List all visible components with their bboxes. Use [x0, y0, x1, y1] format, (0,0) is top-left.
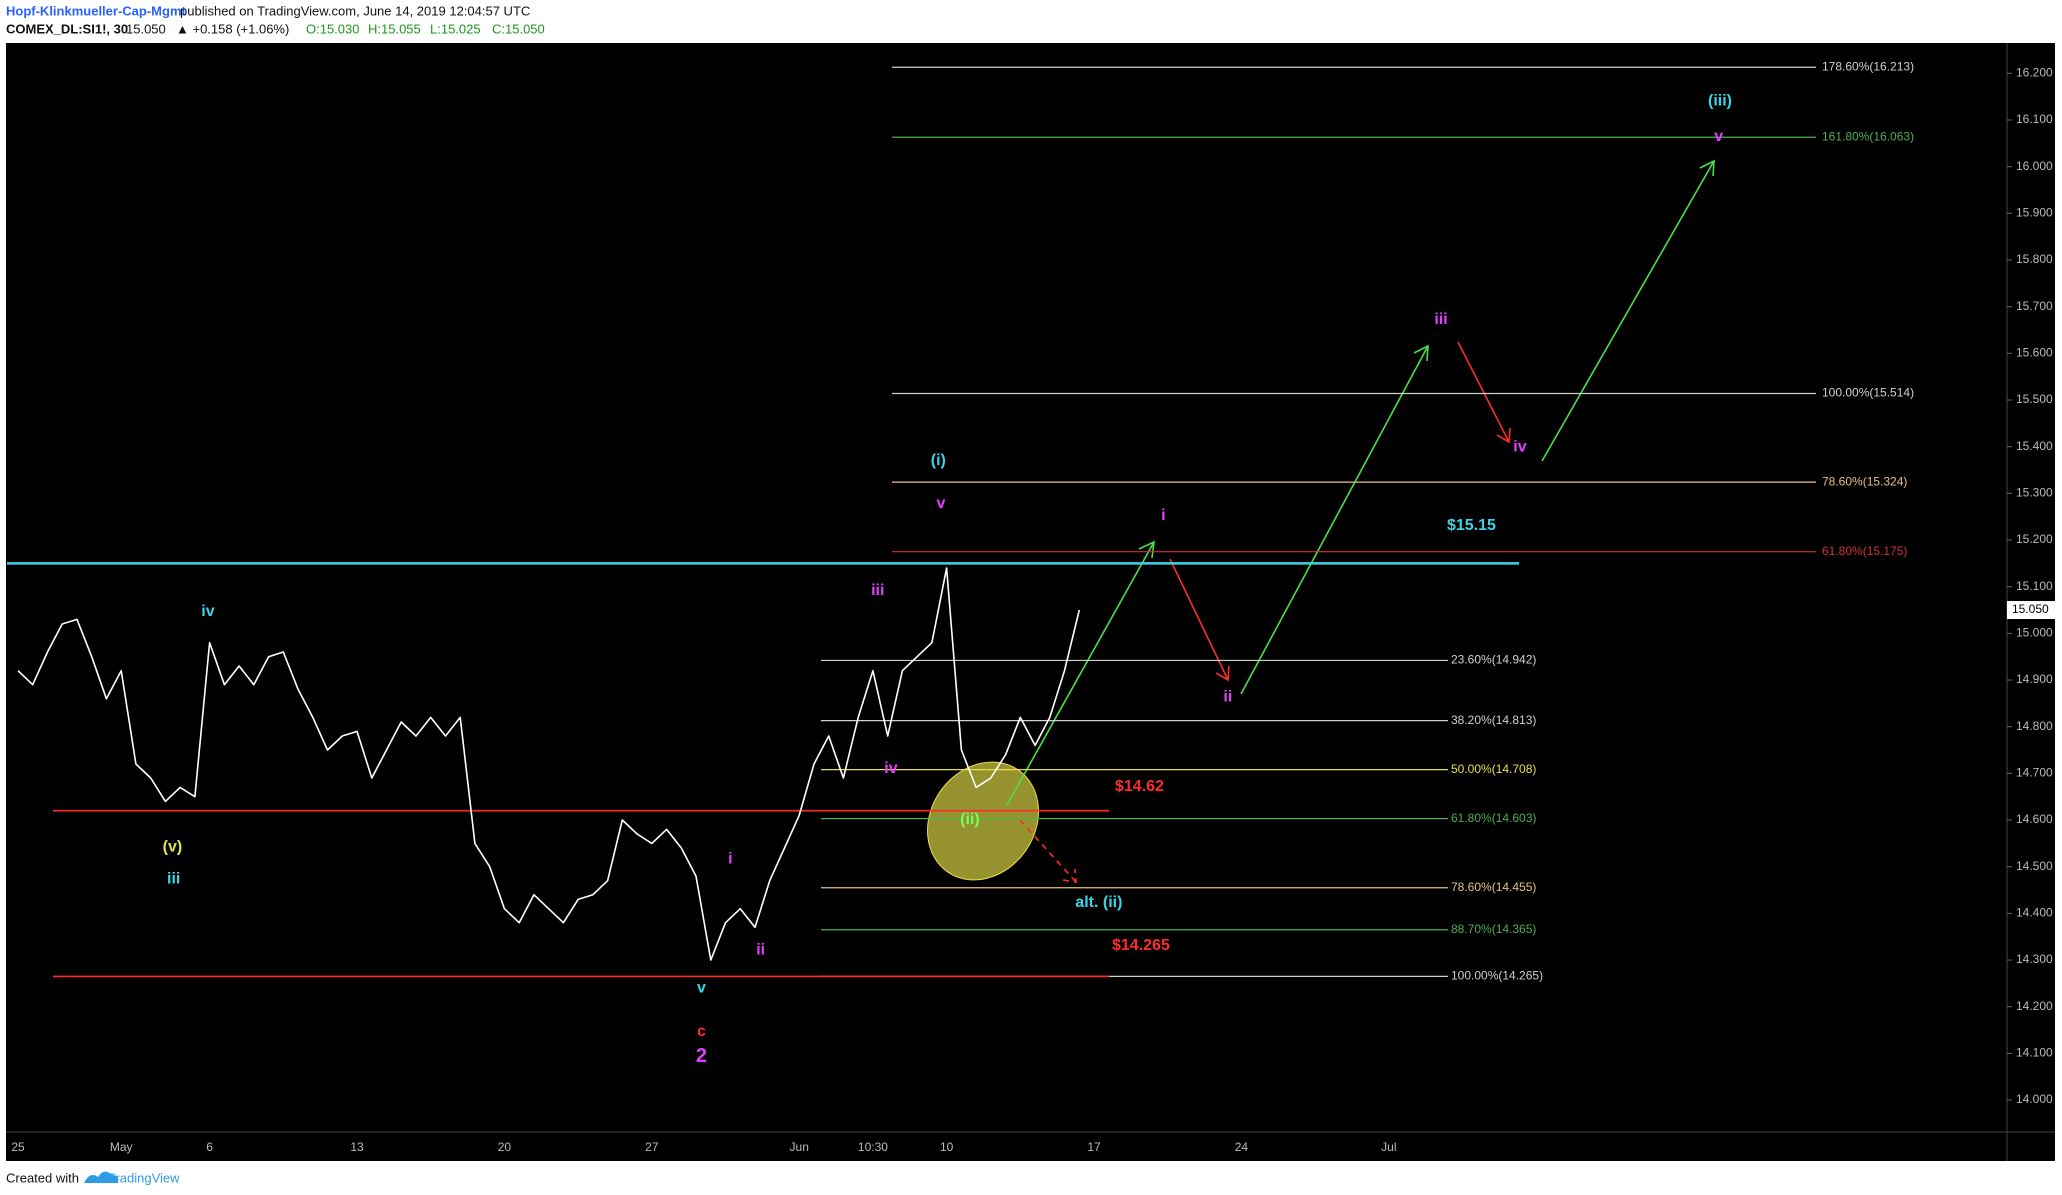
- symbol: COMEX_DL:SI1!, 30: [6, 21, 128, 36]
- x-tick-label: Jun: [790, 1140, 809, 1154]
- last-price-label: 15.050: [2012, 602, 2049, 616]
- y-tick-label: 16.100: [2016, 112, 2053, 126]
- arrows: [1006, 159, 1715, 883]
- x-tick-label: 10: [940, 1140, 954, 1154]
- fib-label: 78.60%(14.455): [1451, 880, 1536, 894]
- x-tick-label: 6: [206, 1140, 213, 1154]
- fib-label: 38.20%(14.813): [1451, 713, 1536, 727]
- change: ▲ +0.158 (+1.06%): [176, 21, 289, 36]
- y-tick-label: 16.200: [2016, 66, 2053, 80]
- y-tick-label: 14.900: [2016, 672, 2053, 686]
- y-tick-label: 14.100: [2016, 1046, 2053, 1060]
- y-tick-label: 14.000: [2016, 1092, 2053, 1106]
- x-tick-label: 24: [1235, 1140, 1249, 1154]
- fib-label: 161.80%(16.063): [1822, 129, 1914, 143]
- high: H:15.055: [368, 21, 421, 36]
- wave-label: (v): [163, 839, 183, 856]
- x-tick-label: 17: [1087, 1140, 1101, 1154]
- fib-label: 23.60%(14.942): [1451, 653, 1536, 667]
- arrow: [1169, 558, 1230, 682]
- y-tick-label: 15.900: [2016, 206, 2053, 220]
- y-tick-label: 15.400: [2016, 439, 2053, 453]
- price-line: [17, 567, 1081, 961]
- open: O:15.030: [306, 21, 360, 36]
- y-tick-label: 15.300: [2016, 486, 2053, 500]
- wave-label: i: [728, 851, 732, 868]
- fib-label: 88.70%(14.365): [1451, 922, 1536, 936]
- y-tick-label: 15.500: [2016, 392, 2053, 406]
- y-tick-label: 15.000: [2016, 626, 2053, 640]
- fib-label: 61.80%(14.603): [1451, 811, 1536, 825]
- y-tick-label: 14.400: [2016, 906, 2053, 920]
- fib-label: 178.60%(16.213): [1822, 59, 1914, 73]
- arrow: [1541, 159, 1715, 462]
- last: 15.050: [126, 21, 166, 36]
- close: C:15.050: [492, 21, 545, 36]
- wave-label: 2: [696, 1045, 707, 1067]
- wave-label: (iii): [1708, 93, 1732, 110]
- wave-label: v: [1714, 128, 1723, 145]
- published: published on TradingView.com, June 14, 2…: [180, 3, 530, 18]
- wave-label: iii: [167, 870, 180, 887]
- fib-label: 61.80%(15.175): [1822, 544, 1907, 558]
- footer-created: Created with: [6, 1170, 79, 1185]
- footer-brand: TradingView: [108, 1170, 180, 1185]
- y-tick-label: 14.300: [2016, 952, 2053, 966]
- x-tick-label: May: [110, 1140, 133, 1154]
- fib-label: 50.00%(14.708): [1451, 762, 1536, 776]
- level-label: $14.62: [1115, 778, 1164, 795]
- wave-label: v: [697, 980, 706, 997]
- wave-label: iv: [1513, 439, 1526, 456]
- level-label: $15.15: [1447, 517, 1496, 534]
- author: Hopf-Klinkmueller-Cap-Mgmt: [6, 3, 187, 18]
- wave-label: iv: [201, 603, 214, 620]
- x-tick-label: 13: [350, 1140, 364, 1154]
- arrow: [1240, 344, 1429, 695]
- y-tick-label: 15.600: [2016, 346, 2053, 360]
- y-tick-label: 14.700: [2016, 766, 2053, 780]
- wave-label: v: [936, 495, 945, 512]
- chart-bg: [6, 43, 2055, 1161]
- x-tick-label: Jul: [1381, 1140, 1396, 1154]
- fib-label: 100.00%(15.514): [1822, 386, 1914, 400]
- y-tick-label: 15.100: [2016, 579, 2053, 593]
- x-tick-label: 10:30: [858, 1140, 888, 1154]
- x-tick-label: 20: [498, 1140, 512, 1154]
- wave-label: iii: [1434, 311, 1447, 328]
- x-tick-label: 25: [11, 1140, 25, 1154]
- y-tick-label: 16.000: [2016, 159, 2053, 173]
- y-tick-label: 14.800: [2016, 719, 2053, 733]
- wave-label: iv: [884, 760, 897, 777]
- wave-label: ii: [756, 941, 765, 958]
- wave-label: alt. (ii): [1075, 894, 1122, 911]
- y-tick-label: 15.200: [2016, 532, 2053, 546]
- arrow: [1457, 341, 1511, 444]
- arrow: [1006, 540, 1155, 806]
- last-price-tag: [2007, 601, 2055, 620]
- y-tick-label: 15.700: [2016, 299, 2053, 313]
- wave-label: (ii): [960, 811, 980, 828]
- fib-label: 100.00%(14.265): [1451, 969, 1543, 983]
- x-tick-label: 27: [645, 1140, 659, 1154]
- y-tick-label: 14.500: [2016, 859, 2053, 873]
- y-tick-label: 15.800: [2016, 252, 2053, 266]
- low: L:15.025: [430, 21, 481, 36]
- wave-label: iii: [871, 582, 884, 599]
- logo: [84, 1171, 119, 1183]
- y-tick-label: 14.600: [2016, 812, 2053, 826]
- fib-label: 78.60%(15.324): [1822, 474, 1907, 488]
- wave-label: ii: [1223, 689, 1232, 706]
- wave-label: c: [697, 1023, 706, 1040]
- wave-label: i: [1161, 507, 1165, 524]
- arrow: [1019, 819, 1077, 883]
- level-label: $14.265: [1112, 937, 1170, 954]
- wave-label: (i): [931, 452, 946, 469]
- y-tick-label: 14.200: [2016, 999, 2053, 1013]
